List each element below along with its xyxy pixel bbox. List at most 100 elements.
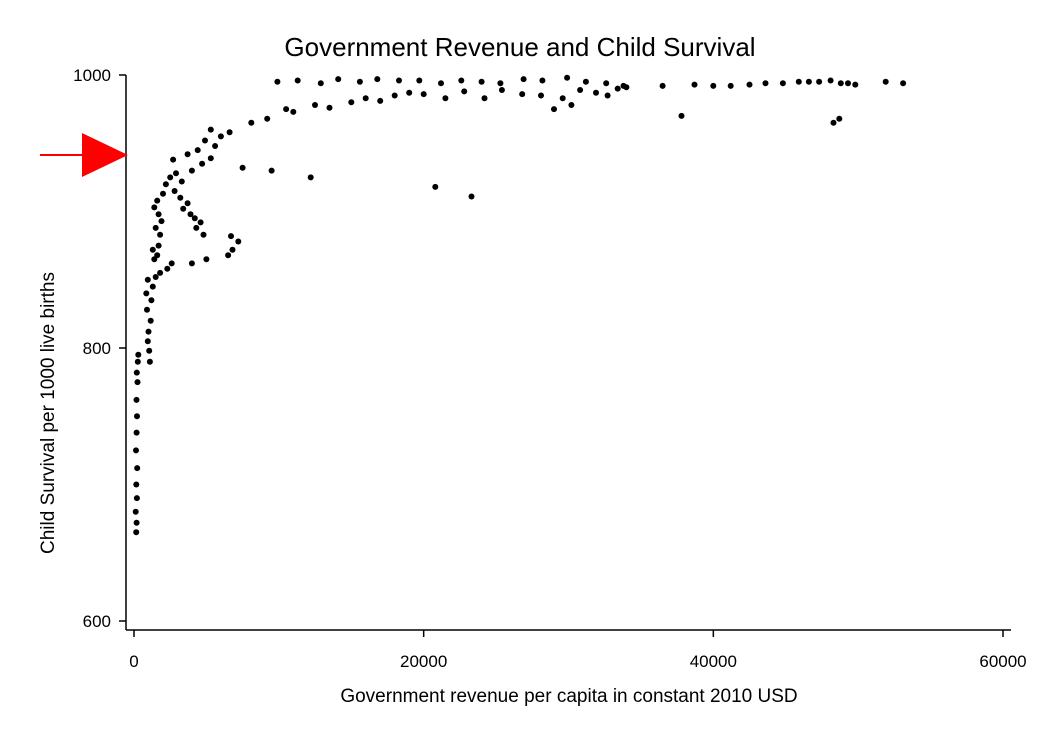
data-point (264, 115, 271, 122)
data-point (207, 155, 214, 162)
data-point (837, 80, 844, 87)
data-point (816, 78, 823, 85)
data-point (178, 178, 185, 185)
data-point (188, 260, 195, 267)
data-point (274, 78, 281, 85)
data-point (144, 306, 150, 313)
data-point (158, 218, 165, 225)
data-point (133, 447, 139, 454)
data-point (432, 183, 439, 190)
data-point (191, 215, 198, 222)
data-point (134, 465, 141, 472)
data-point (147, 317, 154, 324)
data-point (519, 91, 526, 98)
data-point (614, 85, 621, 92)
data-point (194, 147, 201, 154)
data-point (268, 167, 275, 174)
data-point (146, 347, 153, 354)
data-point (177, 194, 184, 201)
data-point (132, 508, 139, 515)
x-tick-label: 40000 (690, 652, 737, 671)
data-point (173, 170, 179, 177)
data-point (882, 78, 889, 85)
data-point (678, 112, 685, 119)
data-point (155, 242, 162, 249)
data-point (538, 92, 544, 99)
data-point (317, 80, 324, 87)
data-point (170, 156, 177, 163)
data-point (154, 197, 161, 204)
x-tick-label: 20000 (400, 652, 447, 671)
data-point (461, 88, 468, 95)
y-ticks: 600 800 1000 (73, 66, 126, 631)
data-point (335, 76, 342, 83)
data-point (577, 87, 584, 93)
data-point (184, 151, 191, 158)
data-point (356, 78, 363, 85)
data-point (442, 95, 449, 102)
data-point (391, 92, 398, 99)
data-point (458, 77, 465, 84)
data-point (396, 77, 402, 84)
data-points (132, 74, 907, 536)
data-point (239, 164, 246, 171)
data-point (200, 231, 207, 238)
data-point (144, 338, 151, 345)
data-point (226, 129, 233, 136)
data-point (593, 89, 599, 96)
data-point (134, 379, 141, 386)
y-axis-label: Child Survival per 1000 live births (38, 272, 59, 554)
data-point (845, 80, 851, 87)
data-point (691, 81, 698, 88)
data-point (193, 224, 200, 231)
data-point (212, 143, 219, 149)
data-point (481, 95, 488, 102)
data-point (235, 238, 242, 245)
data-point (852, 81, 859, 88)
y-tick-label: 1000 (73, 66, 111, 85)
data-point (133, 429, 140, 436)
data-point (167, 174, 174, 181)
x-tick-label: 0 (129, 652, 138, 671)
data-point (157, 231, 164, 238)
data-point (620, 82, 627, 89)
data-point (377, 97, 384, 104)
data-point (188, 167, 195, 174)
data-point (438, 80, 444, 87)
data-point (207, 126, 214, 133)
data-point (779, 80, 786, 87)
data-point (180, 205, 187, 212)
red-arrow-annotation (40, 133, 128, 177)
data-point (805, 78, 812, 85)
data-point (155, 211, 162, 218)
data-point (197, 219, 204, 226)
data-point (564, 74, 571, 81)
data-point (406, 89, 413, 96)
data-point (294, 77, 301, 84)
data-point (362, 95, 369, 102)
data-point (133, 495, 140, 502)
data-point (133, 481, 140, 488)
data-point (604, 92, 611, 99)
data-point (168, 260, 175, 267)
data-point (225, 252, 232, 259)
data-point (374, 76, 381, 83)
data-point (568, 102, 575, 108)
data-point (326, 104, 333, 111)
data-point (283, 106, 290, 113)
data-point (149, 283, 156, 290)
data-point (133, 369, 140, 376)
data-point (498, 87, 505, 93)
data-point (202, 137, 208, 144)
data-point (520, 76, 527, 83)
data-point (143, 290, 150, 297)
data-point (133, 529, 140, 536)
data-point (659, 82, 666, 89)
data-point (217, 133, 224, 140)
data-point (145, 328, 152, 335)
data-point (171, 188, 178, 194)
y-tick-label: 800 (83, 339, 111, 358)
data-point (146, 358, 153, 365)
data-point (229, 246, 236, 253)
